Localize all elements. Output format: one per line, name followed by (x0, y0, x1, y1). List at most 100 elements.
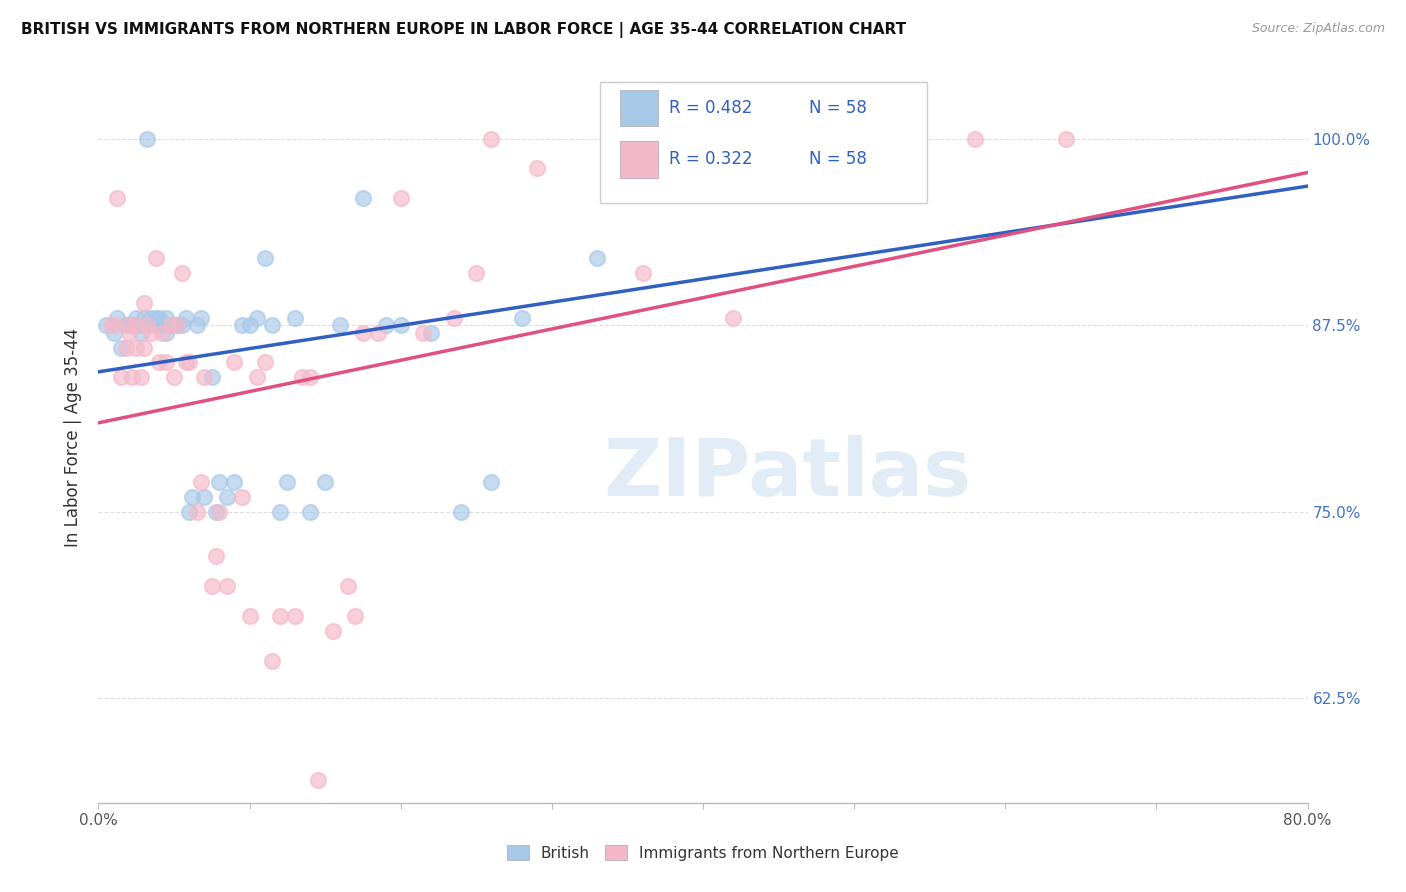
Point (253, 251, 276, 265)
Y-axis label: In Labor Force | Age 35-44: In Labor Force | Age 35-44 (65, 327, 83, 547)
Point (246, 310, 269, 325)
Point (121, 370, 143, 384)
Point (125, 318, 148, 332)
Point (193, 370, 215, 384)
Point (231, 318, 253, 332)
Point (174, 310, 197, 325)
Point (253, 355, 276, 369)
Point (389, 191, 412, 205)
Point (215, 490, 238, 504)
Point (481, 475, 503, 489)
Point (148, 355, 170, 369)
Point (166, 318, 188, 332)
Point (186, 505, 208, 519)
Point (205, 549, 228, 564)
Point (208, 505, 231, 519)
Point (291, 370, 314, 384)
Point (132, 341, 155, 355)
Point (246, 370, 269, 384)
Point (148, 310, 170, 325)
Point (269, 609, 291, 624)
Point (661, 131, 683, 145)
Point (145, 251, 167, 265)
Point (121, 318, 143, 332)
Point (450, 505, 472, 519)
Point (148, 318, 170, 332)
Point (352, 326, 374, 340)
Point (208, 475, 231, 489)
Point (103, 326, 125, 340)
Point (205, 505, 228, 519)
Point (179, 505, 201, 519)
Point (105, 310, 128, 325)
Point (299, 370, 322, 384)
Point (160, 318, 183, 332)
Point (94, 318, 117, 332)
Point (239, 609, 262, 624)
Point (322, 624, 344, 639)
Point (844, 131, 866, 145)
Point (314, 475, 336, 489)
Point (510, 310, 533, 325)
Point (135, 318, 157, 332)
Point (155, 310, 177, 325)
Text: ZIPatlas: ZIPatlas (603, 434, 972, 513)
Point (412, 326, 434, 340)
Point (262, 318, 284, 332)
Point (141, 326, 163, 340)
Point (163, 318, 186, 332)
Point (965, 131, 987, 145)
Point (284, 609, 307, 624)
Point (420, 326, 443, 340)
Legend: British, Immigrants from Northern Europe: British, Immigrants from Northern Europe (499, 837, 907, 868)
Point (276, 475, 298, 489)
Point (201, 370, 224, 384)
Point (103, 318, 125, 332)
Point (224, 475, 246, 489)
Point (215, 579, 238, 593)
Point (145, 310, 167, 325)
Point (224, 355, 246, 369)
Point (155, 355, 177, 369)
Point (307, 773, 329, 788)
Point (269, 505, 291, 519)
Point (193, 490, 215, 504)
Point (526, 161, 548, 176)
Point (170, 318, 193, 332)
Text: R = 0.322: R = 0.322 (669, 151, 752, 169)
Point (336, 579, 359, 593)
Point (100, 318, 122, 332)
Point (132, 295, 155, 310)
Text: BRITISH VS IMMIGRANTS FROM NORTHERN EUROPE IN LABOR FORCE | AGE 35-44 CORRELATIO: BRITISH VS IMMIGRANTS FROM NORTHERN EURO… (21, 22, 907, 38)
Point (150, 318, 173, 332)
Point (586, 251, 609, 265)
Point (132, 318, 155, 332)
Text: N = 58: N = 58 (810, 151, 868, 169)
Point (299, 505, 322, 519)
Point (110, 341, 132, 355)
Text: R = 0.482: R = 0.482 (669, 99, 752, 117)
Point (1054, 131, 1077, 145)
Point (105, 191, 128, 205)
Point (125, 318, 148, 332)
Point (631, 266, 654, 280)
Point (723, 177, 745, 191)
Text: N = 58: N = 58 (810, 99, 868, 117)
Point (344, 609, 367, 624)
Point (118, 318, 141, 332)
Point (231, 490, 253, 504)
Point (150, 326, 173, 340)
Point (114, 318, 136, 332)
Point (201, 579, 224, 593)
Point (125, 310, 148, 325)
Point (141, 310, 163, 325)
Point (174, 355, 197, 369)
Point (389, 318, 412, 332)
Point (155, 326, 177, 340)
Point (114, 341, 136, 355)
Point (329, 318, 352, 332)
Point (110, 370, 132, 384)
Point (481, 131, 503, 145)
Point (239, 318, 262, 332)
Text: Source: ZipAtlas.com: Source: ZipAtlas.com (1251, 22, 1385, 36)
